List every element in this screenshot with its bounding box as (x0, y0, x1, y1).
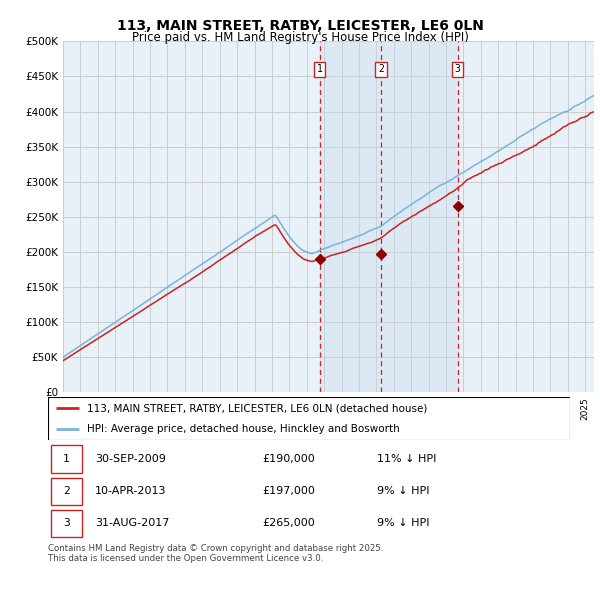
Bar (50, 510, 82, 537)
Text: £197,000: £197,000 (262, 486, 315, 496)
Text: 31-AUG-2017: 31-AUG-2017 (95, 518, 169, 528)
Text: Price paid vs. HM Land Registry's House Price Index (HPI): Price paid vs. HM Land Registry's House … (131, 31, 469, 44)
Text: 10-APR-2013: 10-APR-2013 (95, 486, 166, 496)
Bar (50, 477, 82, 505)
Bar (320, 41, 458, 392)
Text: 9% ↓ HPI: 9% ↓ HPI (377, 518, 430, 528)
Text: 2: 2 (63, 486, 70, 496)
Text: 1: 1 (317, 64, 323, 74)
Text: 30-SEP-2009: 30-SEP-2009 (95, 454, 166, 464)
Text: 2: 2 (378, 64, 384, 74)
Text: 113, MAIN STREET, RATBY, LEICESTER, LE6 0LN: 113, MAIN STREET, RATBY, LEICESTER, LE6 … (116, 19, 484, 33)
Text: Contains HM Land Registry data © Crown copyright and database right 2025.
This d: Contains HM Land Registry data © Crown c… (48, 544, 383, 563)
Text: 9% ↓ HPI: 9% ↓ HPI (377, 486, 430, 496)
Text: HPI: Average price, detached house, Hinckley and Bosworth: HPI: Average price, detached house, Hinc… (87, 424, 400, 434)
Text: 11% ↓ HPI: 11% ↓ HPI (377, 454, 436, 464)
Text: £190,000: £190,000 (262, 454, 315, 464)
Text: 3: 3 (63, 518, 70, 528)
Text: 3: 3 (455, 64, 461, 74)
Text: 113, MAIN STREET, RATBY, LEICESTER, LE6 0LN (detached house): 113, MAIN STREET, RATBY, LEICESTER, LE6 … (87, 403, 428, 413)
Bar (50, 445, 82, 473)
Text: 1: 1 (63, 454, 70, 464)
Text: £265,000: £265,000 (262, 518, 315, 528)
